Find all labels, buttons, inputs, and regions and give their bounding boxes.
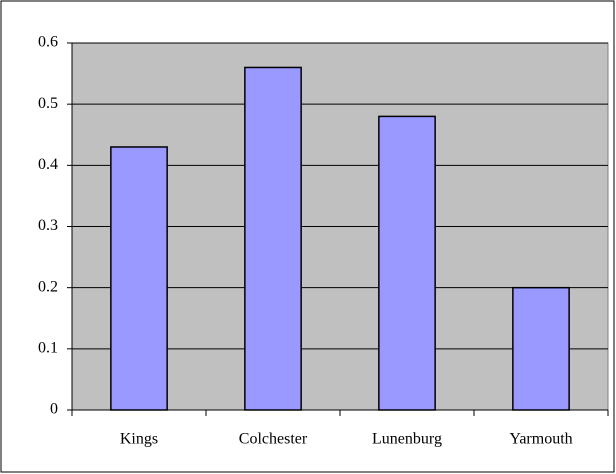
y-tick-label: 0.3 (38, 217, 58, 234)
x-tick-label: Colchester (239, 431, 308, 448)
y-tick-label: 0 (50, 401, 58, 418)
y-tick-label: 0.6 (38, 34, 58, 51)
x-tick-label: Lunenburg (372, 431, 442, 448)
bar (512, 286, 570, 411)
y-tick-label: 0.1 (38, 340, 58, 357)
bar (110, 146, 168, 411)
bar (244, 66, 302, 411)
y-tick-label: 0.2 (38, 278, 58, 295)
x-tick-label: Kings (120, 431, 158, 448)
bar (378, 115, 436, 411)
y-tick-label: 0.5 (38, 95, 58, 112)
y-tick-label: 0.4 (38, 156, 58, 173)
x-tick-label: Yarmouth (509, 431, 572, 448)
